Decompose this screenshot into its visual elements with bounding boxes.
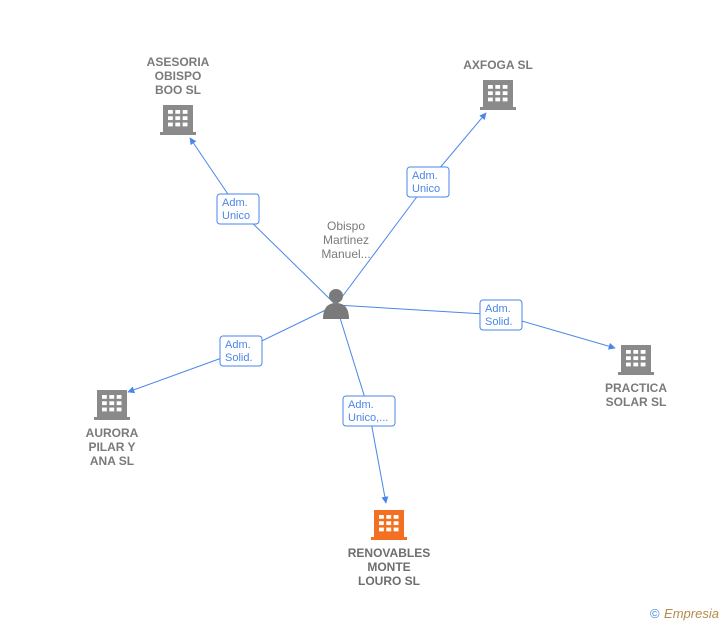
- person-label: Obispo: [327, 219, 365, 233]
- company-label: PILAR Y: [88, 440, 135, 454]
- svg-text:© Empresia: © Empresia: [650, 605, 719, 622]
- company-label: ANA SL: [90, 454, 134, 468]
- company-node-axfoga[interactable]: AXFOGA SL: [463, 58, 533, 110]
- watermark: © Empresia: [650, 605, 719, 622]
- svg-text:Adm.: Adm.: [222, 197, 248, 209]
- company-node-asesoria[interactable]: ASESORIAOBISPOBOO SL: [147, 55, 210, 135]
- company-label: OBISPO: [155, 69, 202, 83]
- edge-badge-asesoria: Adm.Unico: [217, 194, 259, 224]
- svg-text:Solid.: Solid.: [225, 352, 253, 364]
- company-label: SOLAR SL: [606, 395, 667, 409]
- edge-badge-renovables: Adm.Unico,...: [343, 396, 395, 426]
- svg-text:Solid.: Solid.: [485, 316, 513, 328]
- svg-text:Adm.: Adm.: [348, 399, 374, 411]
- edge-badge-axfoga: Adm.Unico: [407, 167, 449, 197]
- copyright-symbol: ©: [650, 606, 660, 621]
- edge-badge-practica: Adm.Solid.: [480, 300, 522, 330]
- company-label: ASESORIA: [147, 55, 210, 69]
- company-label: LOURO SL: [358, 574, 420, 588]
- company-node-renovables[interactable]: RENOVABLESMONTELOURO SL: [348, 510, 430, 588]
- company-label: BOO SL: [155, 83, 201, 97]
- svg-text:Unico: Unico: [412, 183, 440, 195]
- company-node-aurora[interactable]: AURORAPILAR YANA SL: [86, 390, 139, 468]
- edge-badge-aurora: Adm.Solid.: [220, 336, 262, 366]
- company-node-practica[interactable]: PRACTICASOLAR SL: [605, 345, 667, 409]
- svg-text:Unico,...: Unico,...: [348, 412, 388, 424]
- svg-text:Adm.: Adm.: [485, 303, 511, 315]
- svg-text:Adm.: Adm.: [225, 339, 251, 351]
- watermark-text: Empresia: [664, 606, 719, 621]
- svg-text:Adm.: Adm.: [412, 170, 438, 182]
- svg-text:Unico: Unico: [222, 210, 250, 222]
- company-label: RENOVABLES: [348, 546, 430, 560]
- relationship-diagram: Adm.UnicoAdm.UnicoAdm.Solid.Adm.Unico,..…: [0, 0, 728, 630]
- company-label: PRACTICA: [605, 381, 667, 395]
- company-label: MONTE: [367, 560, 410, 574]
- company-label: AXFOGA SL: [463, 58, 533, 72]
- person-label: Martinez: [323, 233, 369, 247]
- person-label: Manuel...: [321, 247, 370, 261]
- company-label: AURORA: [86, 426, 139, 440]
